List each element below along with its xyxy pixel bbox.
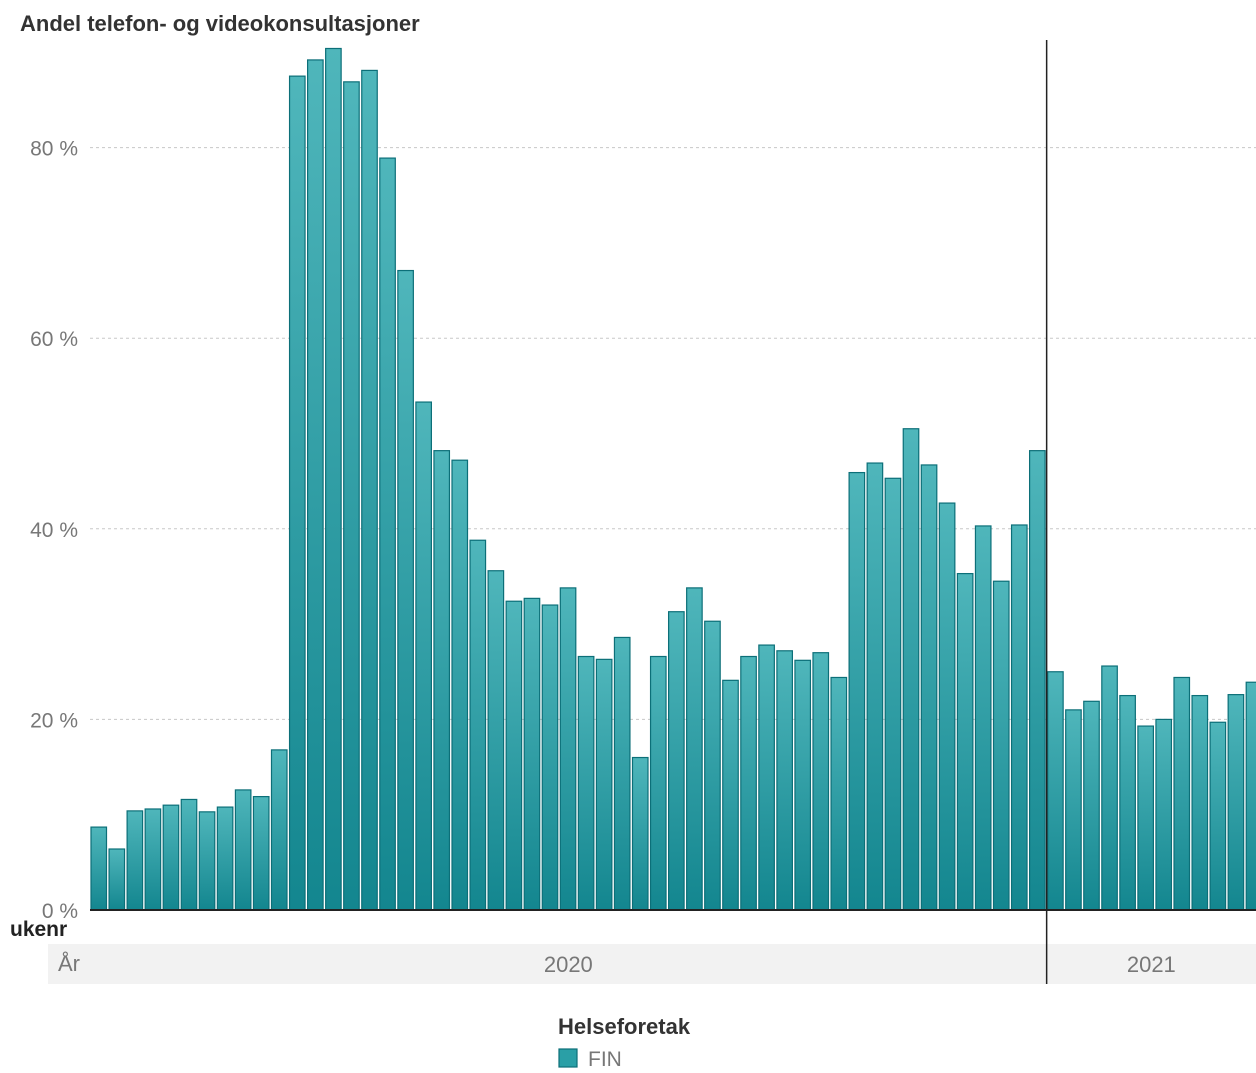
bar[interactable] (1101, 665, 1118, 911)
bar[interactable] (559, 587, 577, 911)
bar[interactable] (1191, 694, 1209, 911)
bar[interactable] (343, 81, 360, 911)
bar[interactable] (722, 679, 739, 911)
bar[interactable] (469, 539, 487, 911)
bar[interactable] (1065, 709, 1082, 911)
y-tick-label: 40 % (30, 519, 78, 542)
bar[interactable] (902, 428, 920, 911)
bar[interactable] (126, 810, 144, 911)
bar[interactable] (866, 462, 884, 911)
bar[interactable] (1028, 450, 1046, 911)
x-axis-label: ukenr (10, 918, 67, 941)
bar[interactable] (307, 59, 324, 911)
bar[interactable] (1137, 725, 1155, 911)
bar[interactable] (577, 655, 595, 911)
bar[interactable] (974, 525, 992, 911)
bar[interactable] (415, 401, 432, 911)
bar[interactable] (523, 597, 541, 911)
bar[interactable] (505, 600, 523, 911)
bar[interactable] (90, 826, 108, 911)
bar[interactable] (487, 570, 505, 911)
y-tick-label: 20 % (30, 709, 78, 732)
bars (90, 47, 1256, 911)
year-band-background (48, 944, 1256, 984)
bar[interactable] (776, 650, 794, 911)
bar[interactable] (1227, 694, 1245, 911)
bar[interactable] (1209, 721, 1227, 911)
bar[interactable] (108, 848, 126, 911)
bar[interactable] (361, 69, 378, 911)
bar[interactable] (252, 795, 270, 911)
bar[interactable] (1119, 694, 1136, 911)
bar[interactable] (270, 749, 288, 911)
bar[interactable] (379, 157, 396, 911)
bar[interactable] (704, 620, 721, 911)
bar[interactable] (1083, 700, 1100, 911)
bar[interactable] (920, 464, 938, 911)
bar[interactable] (1155, 718, 1173, 911)
bar[interactable] (740, 655, 757, 911)
bar[interactable] (397, 269, 414, 911)
bar[interactable] (884, 477, 902, 911)
bar[interactable] (631, 756, 649, 911)
bar[interactable] (938, 502, 956, 911)
bar[interactable] (1010, 524, 1028, 911)
bar[interactable] (433, 450, 451, 911)
bar[interactable] (541, 604, 559, 911)
bar[interactable] (1245, 681, 1256, 911)
y-tick-label: 0 % (42, 900, 78, 923)
legend-item-label: FIN (588, 1048, 622, 1068)
bar[interactable] (144, 808, 162, 911)
bar[interactable] (180, 798, 198, 911)
year-axis-label: År (58, 951, 80, 976)
bar[interactable] (1173, 676, 1191, 911)
bar[interactable] (162, 804, 180, 911)
bar[interactable] (992, 580, 1010, 911)
bar[interactable] (234, 789, 252, 911)
y-axis-ticks: 0 % 20 % 40 % 60 % 80 % (30, 138, 78, 923)
chart-title: Andel telefon- og videokonsultasjoner (20, 11, 420, 36)
y-tick-label: 60 % (30, 328, 78, 351)
bar[interactable] (451, 459, 469, 911)
bar[interactable] (812, 652, 830, 911)
bar[interactable] (956, 572, 974, 911)
bar[interactable] (686, 587, 703, 911)
legend-swatch (558, 1048, 578, 1068)
bar[interactable] (216, 806, 234, 911)
bar[interactable] (288, 75, 306, 911)
bar[interactable] (794, 659, 812, 911)
year-label: 2020 (544, 952, 593, 977)
legend-title: Helseforetak (558, 1014, 691, 1039)
bar[interactable] (848, 471, 866, 911)
bar[interactable] (595, 658, 613, 911)
legend[interactable]: Helseforetak FIN (558, 1014, 691, 1071)
year-band: 2020 2021 (48, 944, 1256, 984)
bar[interactable] (667, 611, 685, 911)
bar[interactable] (325, 47, 342, 911)
bar[interactable] (649, 655, 667, 911)
bar[interactable] (758, 644, 775, 911)
y-tick-label: 80 % (30, 138, 78, 161)
bar[interactable] (1047, 671, 1064, 911)
bar[interactable] (613, 636, 631, 911)
bar[interactable] (830, 676, 848, 911)
year-label: 2021 (1127, 952, 1176, 977)
bar[interactable] (198, 811, 216, 911)
